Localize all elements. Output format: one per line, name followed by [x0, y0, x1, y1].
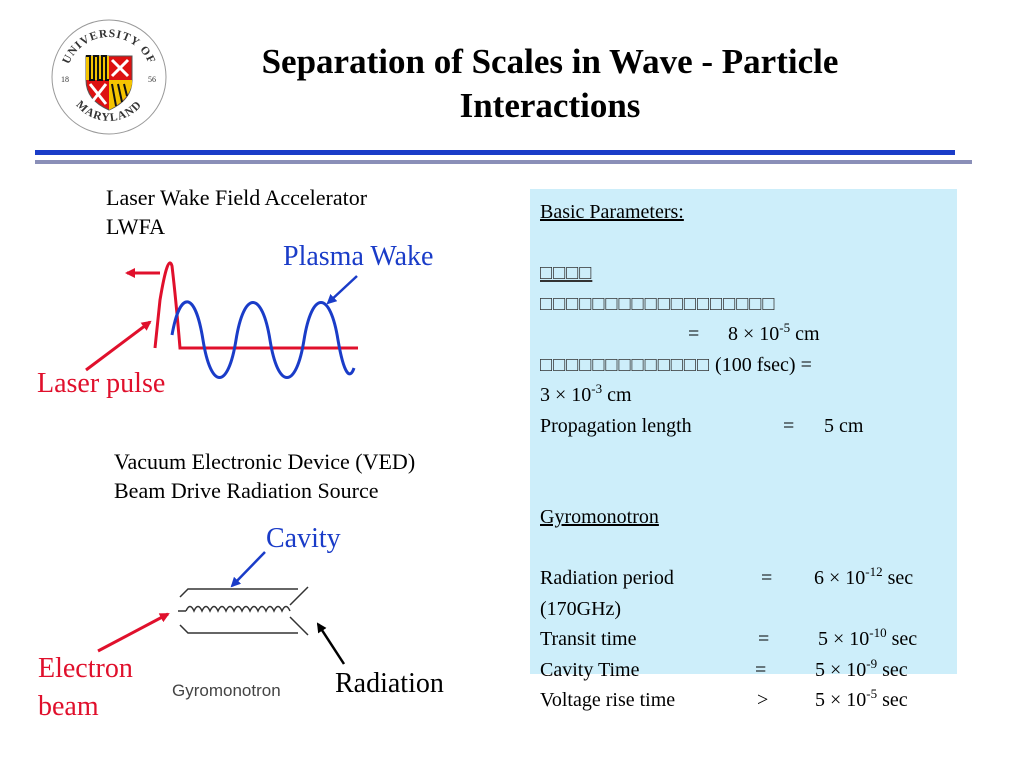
cavity-label: Cavity [266, 523, 341, 554]
gyromonotron-sketch [178, 586, 309, 636]
svg-text:18: 18 [61, 75, 69, 84]
propagation-row: Propagation length = 5 cm [540, 414, 864, 437]
lwfa-caption: Laser Wake Field Accelerator LWFA [106, 185, 368, 239]
slide-title: Separation of Scales in Wave - Particle … [190, 40, 910, 128]
title-line-1: Separation of Scales in Wave - Particle [261, 42, 839, 81]
header-rule-shadow [35, 160, 972, 164]
svg-text:56: 56 [148, 75, 156, 84]
plasma-wake-curve [170, 300, 356, 379]
radiation-label: Radiation [335, 668, 444, 699]
plasma-wake-label: Plasma Wake [283, 241, 434, 272]
title-line-2: Interactions [459, 86, 641, 125]
diagram-drawings [85, 261, 358, 665]
header-rule [35, 150, 955, 155]
garbled-heading: □□□□ [540, 262, 593, 284]
laser-pulse-pointer [85, 320, 152, 372]
pulse-value-row: 3 × 10-3 cm [540, 381, 632, 406]
garbled-line: □□□□□□□□□□□□□□□□□□ [540, 292, 776, 315]
electron-beam-label: Electron beam [38, 653, 133, 722]
laser-pulse-label: Laser pulse [37, 368, 166, 399]
parameters-text: Basic Parameters: □□□□ □□□□□□□□□□□□□□□□□… [540, 197, 950, 716]
maryland-shield-icon [85, 55, 133, 111]
plasma-wake-pointer [326, 275, 358, 305]
wavelength-row: = 8 × 10-5 cm [688, 320, 820, 345]
radiation-period-row: Radiation period = 6 × 10-12 sec [540, 564, 914, 589]
radiation-pointer [316, 622, 346, 665]
ved-caption: Vacuum Electronic Device (VED) Beam Driv… [114, 449, 416, 503]
gyro-heading: Gyromonotron [540, 506, 659, 528]
university-logo: UNIVERSITY OF MARYLAND 18 56 [51, 19, 167, 135]
frequency-row: (170GHz) [540, 597, 622, 620]
pulse-row: □□□□□□□□□□□□□ (100 fsec) = [540, 353, 812, 376]
voltage-rise-row: Voltage rise time > 5 × 10-5 sec [540, 686, 908, 711]
electron-beam-pointer [97, 612, 170, 653]
cavity-time-row: Cavity Time = 5 × 10-9 sec [540, 655, 908, 681]
transit-time-row: Transit time = 5 × 10-10 sec [540, 625, 918, 650]
params-heading: Basic Parameters: [540, 201, 684, 223]
parameters-panel [530, 189, 957, 674]
gyromonotron-caption: Gyromonotron [172, 681, 281, 700]
cavity-pointer [230, 551, 266, 588]
laser-pulse-curve [125, 261, 358, 350]
